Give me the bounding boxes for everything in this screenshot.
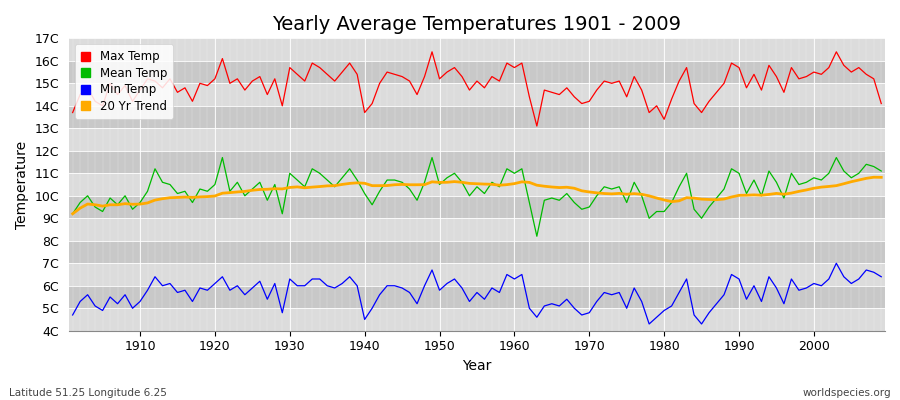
Legend: Max Temp, Mean Temp, Min Temp, 20 Yr Trend: Max Temp, Mean Temp, Min Temp, 20 Yr Tre… xyxy=(75,44,173,119)
Text: worldspecies.org: worldspecies.org xyxy=(803,388,891,398)
Bar xyxy=(69,106,885,128)
Bar xyxy=(69,286,885,308)
Bar xyxy=(69,218,885,241)
Y-axis label: Temperature: Temperature xyxy=(15,140,29,228)
Text: Latitude 51.25 Longitude 6.25: Latitude 51.25 Longitude 6.25 xyxy=(9,388,166,398)
Bar xyxy=(69,263,885,286)
Bar xyxy=(69,83,885,106)
Bar xyxy=(69,196,885,218)
Bar xyxy=(69,308,885,331)
Bar xyxy=(69,61,885,83)
Bar xyxy=(69,128,885,151)
Bar xyxy=(69,38,885,61)
Bar xyxy=(69,173,885,196)
Bar xyxy=(69,151,885,173)
Bar xyxy=(69,241,885,263)
X-axis label: Year: Year xyxy=(463,359,491,373)
Title: Yearly Average Temperatures 1901 - 2009: Yearly Average Temperatures 1901 - 2009 xyxy=(273,15,681,34)
